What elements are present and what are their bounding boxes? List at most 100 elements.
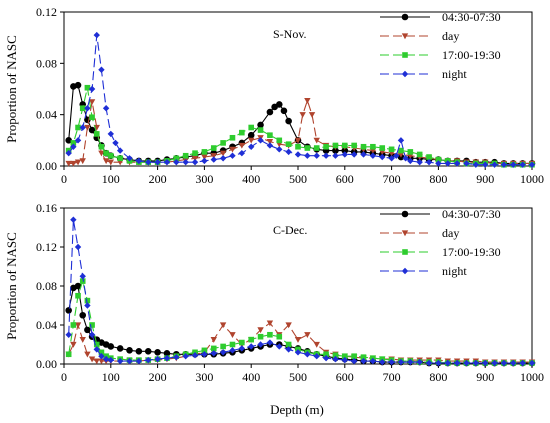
data-point	[163, 158, 171, 166]
data-point	[360, 354, 367, 360]
data-point	[304, 145, 311, 151]
data-point	[285, 341, 292, 348]
data-point	[285, 117, 292, 125]
data-point	[84, 351, 91, 358]
y-tick-label: 0.04	[36, 318, 57, 332]
data-point	[210, 350, 217, 357]
data-point	[88, 331, 96, 338]
data-point	[285, 148, 292, 156]
x-tick-label: 900	[476, 172, 494, 186]
data-point	[257, 341, 264, 348]
data-point	[79, 105, 86, 112]
y-tick-label: 0.12	[36, 240, 57, 254]
data-point	[266, 139, 274, 145]
legend-label: 04:30-07:30	[442, 10, 501, 24]
data-point	[426, 154, 432, 160]
data-point	[93, 31, 100, 39]
data-point	[463, 359, 470, 367]
data-point	[257, 137, 264, 144]
data-point	[135, 157, 143, 165]
data-point	[435, 156, 442, 163]
data-point	[93, 346, 100, 353]
data-point	[528, 161, 536, 168]
data-point	[388, 358, 395, 366]
data-point	[267, 132, 273, 138]
data-point	[294, 349, 302, 356]
data-point	[238, 345, 246, 352]
data-point	[75, 292, 81, 299]
data-point	[425, 158, 433, 166]
data-point	[210, 345, 217, 352]
data-point	[98, 358, 105, 365]
data-point	[379, 358, 386, 366]
data-point	[280, 107, 288, 115]
data-point	[402, 155, 409, 162]
data-point	[341, 356, 348, 364]
legend-marker	[401, 267, 409, 275]
data-point	[88, 85, 96, 93]
data-point	[257, 127, 264, 133]
data-point	[229, 347, 236, 354]
data-point	[65, 351, 72, 358]
data-point	[453, 359, 461, 367]
data-point	[229, 332, 236, 338]
data-point	[500, 359, 508, 367]
series-day	[65, 320, 536, 366]
x-tick-label: 900	[476, 370, 494, 384]
legend: 04:30-07:30 day 17:00-19:30 night	[380, 207, 501, 278]
legend-label: 04:30-07:30	[442, 207, 501, 221]
data-point	[107, 130, 114, 138]
data-point	[369, 357, 377, 365]
data-point	[266, 142, 274, 149]
data-point	[219, 322, 227, 329]
legend-label: day	[442, 29, 459, 43]
data-point	[275, 101, 283, 108]
data-point	[313, 152, 320, 159]
chart-panel-2: 0 100 200 300 400 500 600 700 800 900 1000 0.00 0.04…	[4, 201, 544, 384]
data-point	[201, 351, 208, 358]
data-point	[163, 354, 171, 362]
data-point	[116, 345, 124, 352]
data-point	[79, 278, 86, 284]
data-point	[407, 149, 414, 155]
series-night	[65, 31, 536, 168]
data-point	[191, 158, 199, 166]
legend-marker	[402, 249, 408, 255]
data-point	[435, 359, 442, 367]
data-point	[332, 142, 339, 149]
data-point	[116, 147, 124, 154]
y-tick-label: 0.00	[36, 159, 57, 173]
data-point	[220, 343, 226, 350]
legend-label: night	[442, 264, 467, 278]
data-point	[219, 155, 227, 162]
x-tick-label: 300	[195, 370, 213, 384]
data-point	[491, 161, 498, 168]
data-point	[295, 143, 301, 150]
legend-marker	[401, 70, 409, 78]
data-point	[135, 348, 143, 355]
data-point	[229, 341, 236, 348]
data-point	[74, 159, 82, 166]
data-point	[108, 152, 114, 159]
data-point	[266, 108, 274, 116]
data-point	[84, 105, 91, 112]
data-point	[276, 343, 283, 350]
data-point	[65, 149, 72, 157]
data-point	[210, 337, 217, 343]
data-point	[107, 343, 115, 350]
x-tick-label: 100	[102, 172, 120, 186]
data-point	[84, 124, 91, 131]
series-line	[68, 35, 532, 166]
data-point	[491, 359, 498, 367]
data-point	[416, 358, 423, 366]
data-point	[453, 160, 461, 167]
x-tick-label: 300	[195, 172, 213, 186]
data-point	[70, 143, 77, 150]
x-axis-title: Depth (m)	[270, 402, 324, 417]
data-point	[360, 151, 367, 158]
data-point	[210, 156, 217, 163]
x-tick-label: 800	[429, 370, 447, 384]
data-point	[350, 151, 358, 158]
y-tick-label: 0.16	[36, 201, 57, 215]
